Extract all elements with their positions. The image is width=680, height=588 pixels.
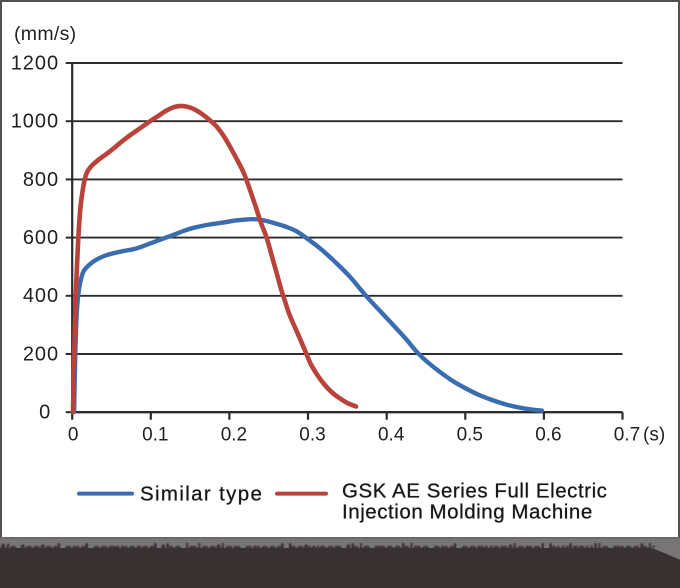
- svg-text:0.3: 0.3: [299, 425, 325, 446]
- svg-text:0.1: 0.1: [142, 425, 168, 446]
- svg-text:0: 0: [39, 402, 51, 424]
- svg-text:200: 200: [23, 343, 59, 365]
- svg-text:1000: 1000: [11, 111, 60, 133]
- svg-text:0: 0: [68, 425, 79, 446]
- svg-text:Similar type: Similar type: [140, 483, 263, 506]
- svg-text:0.7: 0.7: [614, 425, 640, 446]
- svg-text:(s): (s): [643, 425, 665, 446]
- svg-text:0.6: 0.6: [535, 425, 561, 446]
- svg-text:1200: 1200: [11, 52, 60, 74]
- svg-text:600: 600: [23, 227, 59, 249]
- svg-text:GSK AE Series Full Electric: GSK AE Series Full Electric: [342, 480, 607, 503]
- svg-text:0.2: 0.2: [221, 425, 247, 446]
- svg-text:400: 400: [23, 285, 59, 307]
- svg-text:0.5: 0.5: [457, 425, 483, 446]
- svg-text:800: 800: [23, 169, 59, 191]
- svg-text:0.4: 0.4: [378, 425, 405, 446]
- svg-text:(mm/s): (mm/s): [14, 23, 76, 45]
- svg-text:Injection Molding Machine: Injection Molding Machine: [342, 501, 593, 524]
